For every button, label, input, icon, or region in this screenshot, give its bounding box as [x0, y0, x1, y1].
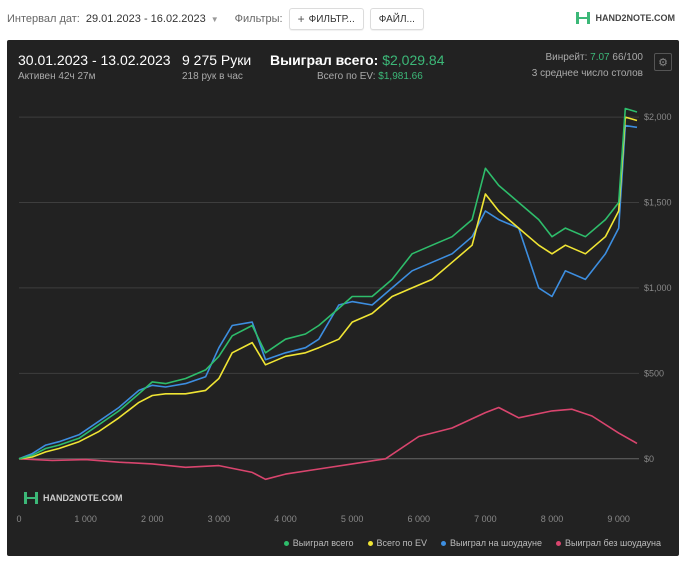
watermark: HAND2NOTE.COM: [23, 490, 123, 506]
ev-label: Всего по EV:: [317, 71, 376, 82]
hand2note-logo-icon: [576, 12, 591, 24]
legend-dot-icon: [283, 540, 289, 546]
series-line-nonshowdown: [18, 406, 638, 481]
x-tick-label: 7 000: [474, 514, 497, 524]
x-tick-label: 3 000: [208, 514, 231, 524]
date-range-label: Интервал дат:: [7, 13, 80, 25]
legend-item-ev[interactable]: Всего по EV: [367, 538, 428, 548]
file-button-label: ФАЙЛ...: [378, 13, 415, 25]
filter-button[interactable]: + ФИЛЬТР...: [288, 8, 364, 30]
filter-button-label: ФИЛЬТР...: [308, 13, 355, 25]
y-tick-label: $1,500: [644, 198, 672, 208]
ev-total: Всего по EV: $1,981.66: [317, 71, 423, 82]
winrate-value: 7.07: [590, 52, 610, 63]
legend-label: Выиграл без шоудауна: [565, 538, 661, 548]
x-tick-label: 9 000: [607, 514, 630, 524]
x-tick-label: 1 000: [74, 514, 97, 524]
legend-item-showdown[interactable]: Выиграл на шоудауне: [441, 538, 542, 548]
y-tick-label: $1,000: [644, 283, 672, 293]
toolbar: Интервал дат: 29.01.2023 - 16.02.2023 ▼ …: [0, 0, 687, 38]
logo-text: HAND2NOTE.COM: [595, 13, 675, 23]
y-tick-label: $0: [644, 454, 654, 464]
watermark-logo-icon: [24, 492, 38, 504]
logo: HAND2NOTE.COM: [575, 10, 675, 26]
winrate: Винрейт: 7.07 66/100: [546, 52, 643, 63]
filters-label: Фильтры:: [234, 13, 283, 25]
winrate-suffix: 66/100: [612, 52, 643, 63]
ev-value: $1,981.66: [378, 71, 423, 82]
date-range-value[interactable]: 29.01.2023 - 16.02.2023: [85, 13, 206, 25]
graph-panel: 30.01.2023 - 13.02.2023 Активен 42ч 27м …: [7, 40, 679, 556]
period-title: 30.01.2023 - 13.02.2023: [18, 52, 171, 68]
series-line-ev: [18, 116, 638, 460]
legend-label: Всего по EV: [376, 538, 428, 548]
series-line-showdown: [18, 124, 638, 460]
chevron-down-icon[interactable]: ▼: [210, 14, 219, 24]
legend-label: Выиграл на шоудауне: [450, 538, 542, 548]
watermark-text: HAND2NOTE.COM: [43, 493, 123, 503]
x-tick-label: 4 000: [274, 514, 297, 524]
avg-tables: 3 среднее число столов: [531, 68, 643, 79]
winrate-label: Винрейт:: [545, 52, 588, 63]
legend-dot-icon: [441, 540, 447, 546]
hands-per-hour: 218 рук в час: [182, 71, 243, 82]
y-tick-label: $2,000: [644, 112, 672, 122]
active-time: Активен 42ч 27м: [18, 71, 96, 82]
profit-chart: $0 $500 $1,000 $1,500 $2,000 0 1 000 2 000 3 000…: [16, 107, 672, 524]
x-tick-label: 2 000: [141, 514, 164, 524]
series-line-total: [18, 107, 638, 460]
hands-count: 9 275 Руки: [182, 52, 252, 68]
chart-legend: Выиграл всего Всего по EV Выиграл на шоуда…: [7, 538, 679, 548]
legend-item-total[interactable]: Выиграл всего: [283, 538, 354, 548]
file-button[interactable]: ФАЙЛ...: [369, 8, 424, 30]
legend-label: Выиграл всего: [292, 538, 354, 548]
gear-icon[interactable]: ⚙: [654, 53, 672, 71]
x-tick-label: 8 000: [541, 514, 564, 524]
plus-icon: +: [297, 12, 305, 26]
legend-dot-icon: [556, 540, 561, 546]
total-won: Выиграл всего: $2,029.84: [270, 52, 445, 68]
x-tick-label: 0: [16, 514, 21, 524]
x-tick-label: 6 000: [408, 514, 431, 524]
y-tick-label: $500: [644, 368, 664, 378]
total-won-value: $2,029.84: [382, 52, 445, 68]
legend-item-nonshowdown[interactable]: Выиграл без шоудауна: [556, 538, 661, 548]
total-won-label: Выиграл всего:: [270, 52, 379, 68]
legend-dot-icon: [367, 540, 373, 546]
x-tick-label: 5 000: [341, 514, 364, 524]
